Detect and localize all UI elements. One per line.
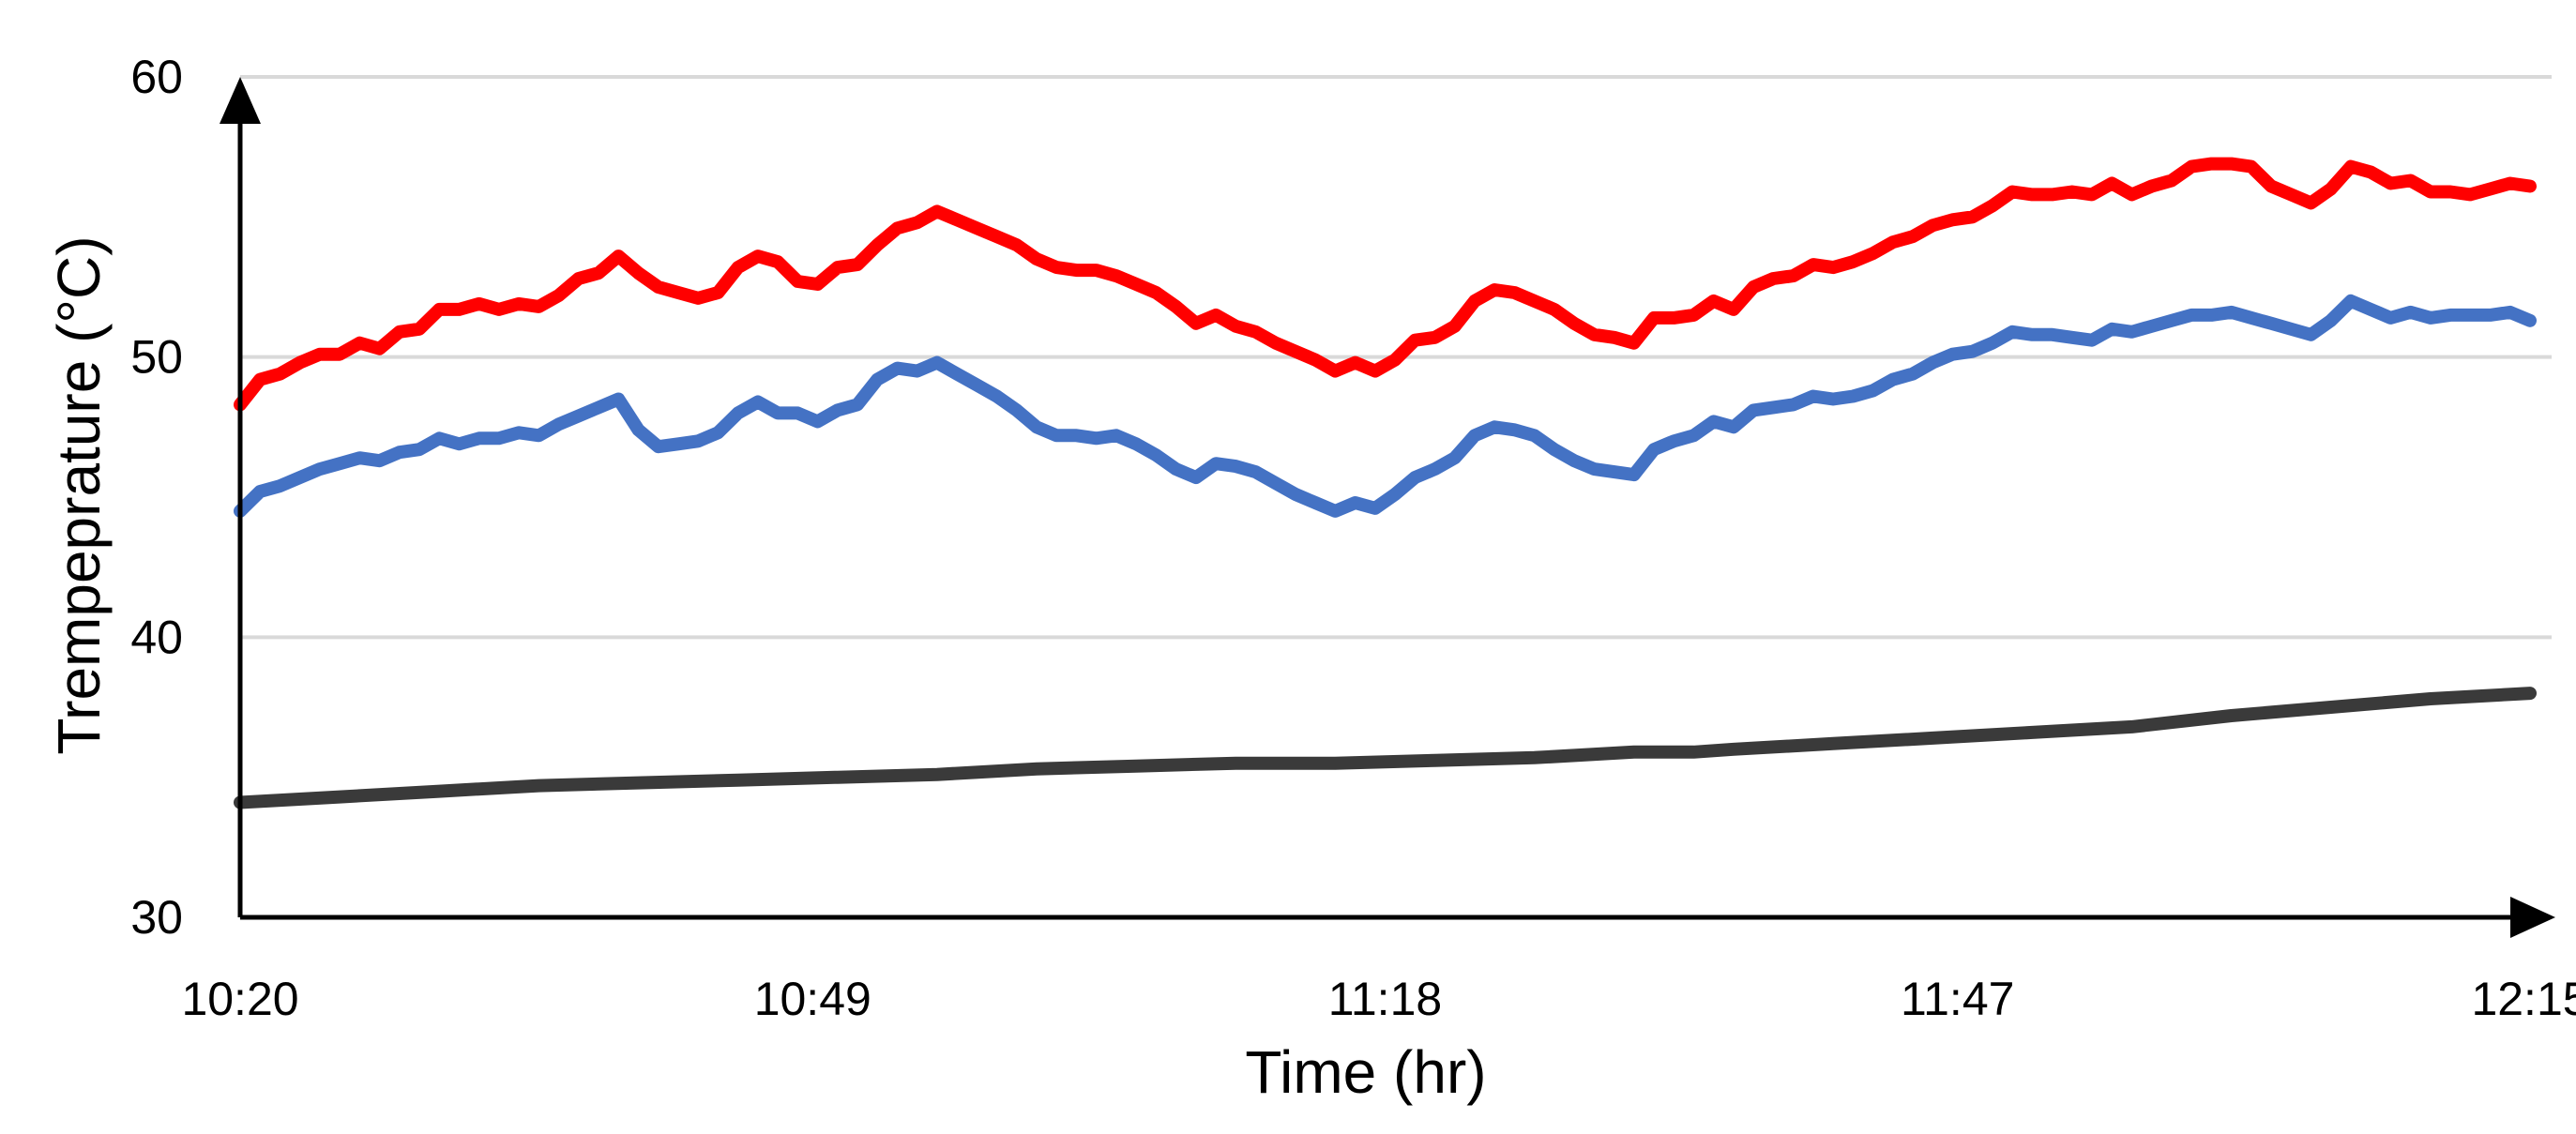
series-line-2	[234, 294, 2537, 518]
y-axis-arrowhead	[220, 77, 261, 124]
x-tick-label: 10:20	[181, 973, 298, 1025]
axes	[220, 77, 2555, 938]
y-tick-label: 40	[130, 611, 183, 663]
x-tick-label: 12:15	[2471, 973, 2576, 1025]
x-axis-arrowhead	[2510, 897, 2555, 938]
y-tick-label: 30	[130, 891, 183, 944]
x-tick-label: 11:18	[1328, 973, 1442, 1025]
series-line-3	[234, 687, 2537, 809]
series-line-1	[234, 157, 2537, 412]
y-axis-title: Trempeprature (°C)	[45, 235, 113, 754]
tick-labels: 30 40 50 60 10:20 10:49 11:18 11:47 12:15	[130, 51, 2576, 1025]
x-tick-label: 11:47	[1901, 973, 2014, 1025]
x-axis-title: Time (hr)	[1245, 1038, 1486, 1106]
x-tick-label: 10:49	[754, 973, 871, 1025]
y-tick-label: 50	[130, 331, 183, 384]
y-tick-label: 60	[130, 51, 183, 103]
series-lines	[234, 157, 2537, 809]
